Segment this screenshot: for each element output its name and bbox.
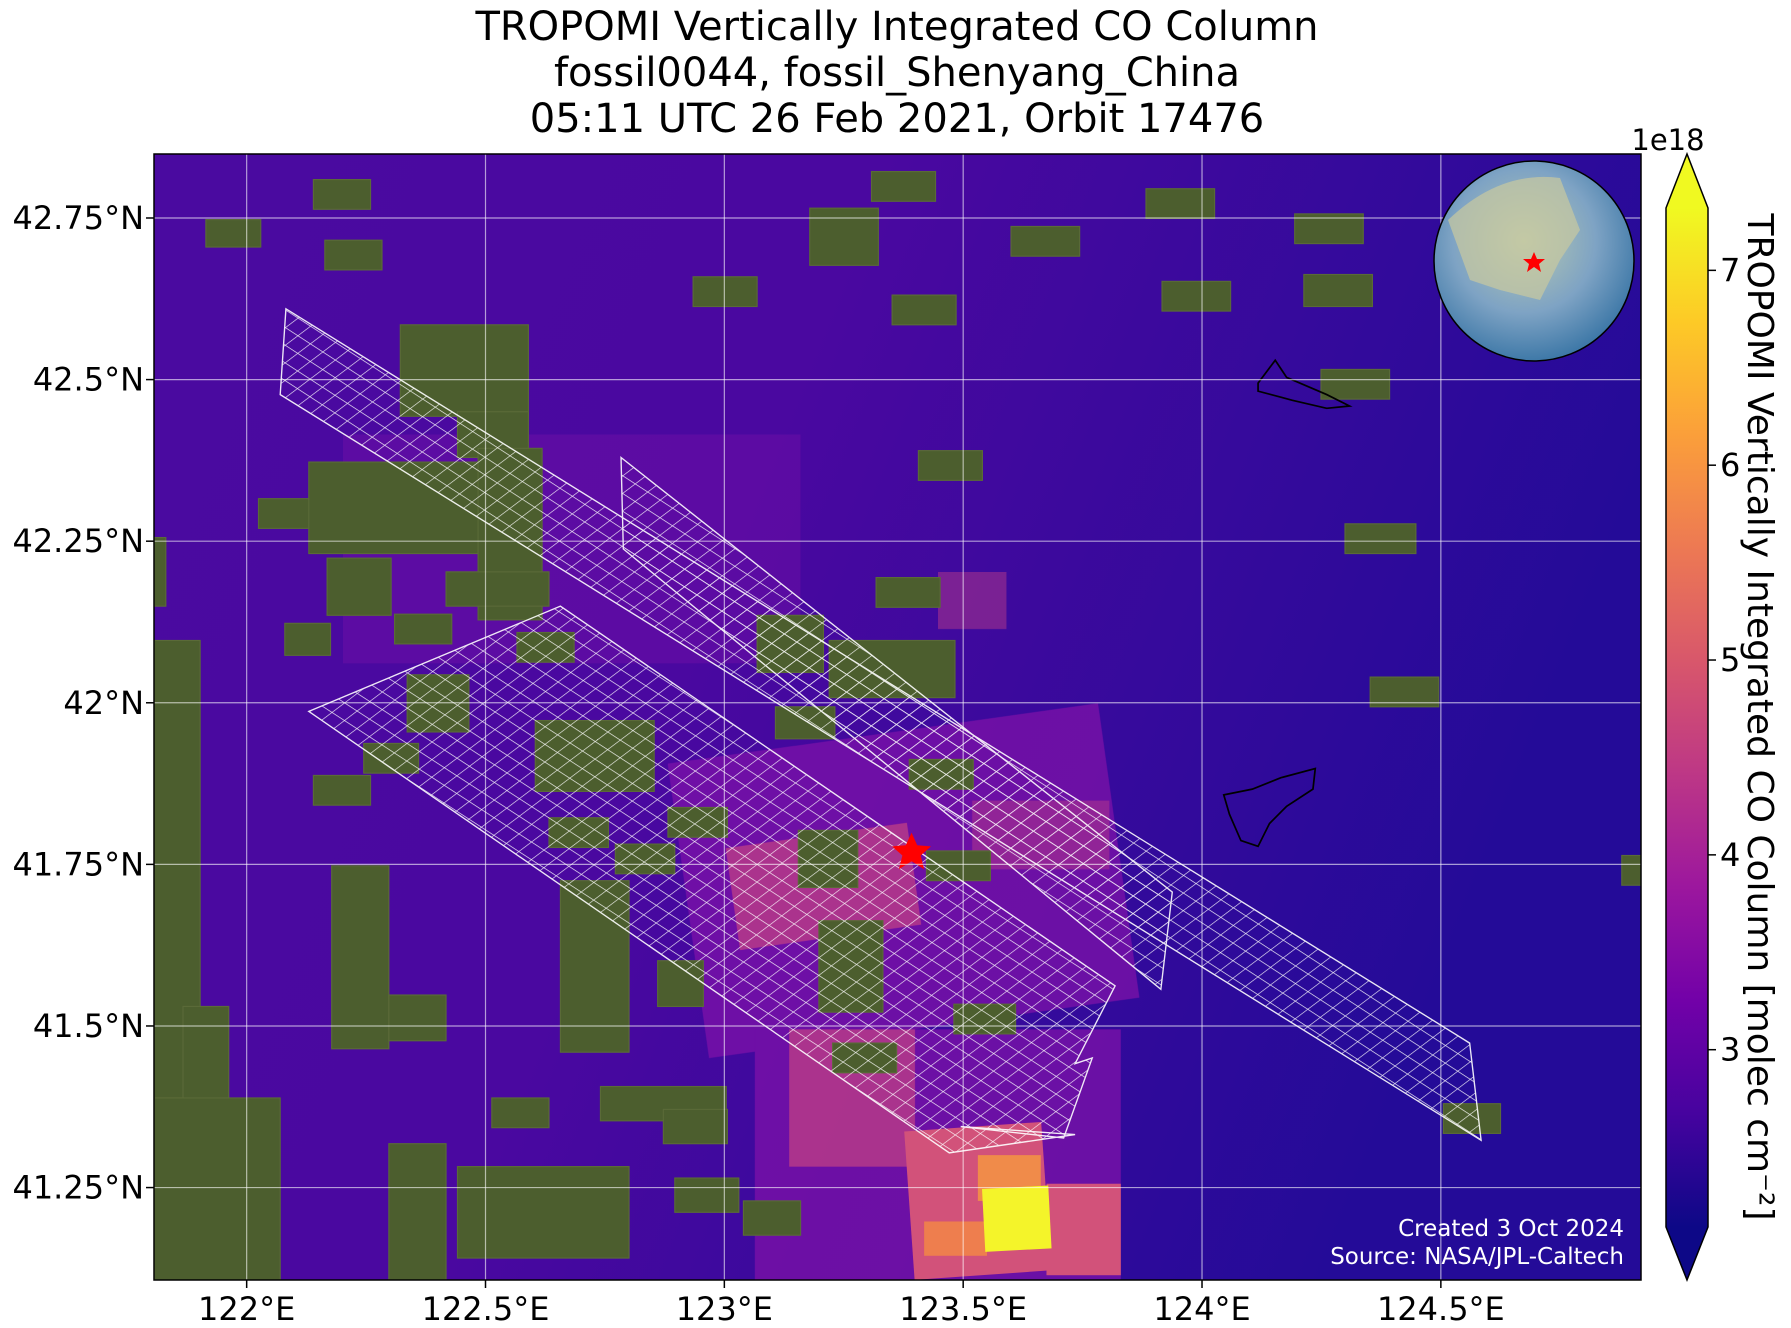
- y-tick-label: 41.25°N: [12, 1169, 144, 1207]
- x-tick-label: 123°E: [676, 1290, 773, 1328]
- colorbar: 1e18 TROPOMI Vertically Integrated CO Co…: [1631, 123, 1780, 1283]
- axes: 122°E 122.5°E 123°E 123.5°E 124°E 124.5°E 41.2…: [12, 199, 1504, 1328]
- colorbar-tick-label: 4: [1720, 836, 1740, 874]
- y-tick-label: 42.75°N: [12, 199, 144, 237]
- x-tick-label: 122.5°E: [422, 1290, 550, 1328]
- colorbar-tick-label: 7: [1720, 251, 1740, 289]
- colorbar-label: TROPOMI Vertically Integrated CO Column …: [1739, 212, 1780, 1220]
- x-tick-label: 122°E: [198, 1290, 295, 1328]
- x-tick-label: 124.5°E: [1377, 1290, 1505, 1328]
- footer-text: Source: NASA/JPL-Caltech: [1330, 1244, 1624, 1270]
- co-pixels: [154, 170, 1641, 1280]
- y-tick-label: 42.5°N: [33, 361, 144, 399]
- y-tick-label: 42.25°N: [12, 522, 144, 560]
- colorbar-tick-label: 5: [1720, 641, 1740, 679]
- title-line: 05:11 UTC 26 Feb 2021, Orbit 17476: [530, 96, 1264, 142]
- colorbar-tick-label: 6: [1720, 446, 1740, 484]
- colorbar-ramp: [1666, 208, 1708, 1227]
- colorbar-frame: [1665, 151, 1709, 1283]
- map: Created 3 Oct 2024 Source: NASA/JPL-Calt…: [154, 154, 1641, 1280]
- colorbar-offset: 1e18: [1631, 123, 1704, 157]
- footer-text: Created 3 Oct 2024: [1398, 1216, 1624, 1242]
- colorbar-tick-label: 3: [1720, 1031, 1740, 1069]
- y-tick-label: 41.5°N: [33, 1007, 144, 1045]
- title-line: TROPOMI Vertically Integrated CO Column: [474, 4, 1318, 50]
- y-tick-label: 41.75°N: [12, 845, 144, 883]
- grid: [154, 154, 1641, 1280]
- colorbar-extend-low: [1666, 1227, 1708, 1280]
- title-line: fossil0044, fossil_Shenyang_China: [554, 50, 1240, 96]
- inset-globe: [1433, 160, 1635, 362]
- title: TROPOMI Vertically Integrated CO Column …: [474, 4, 1318, 142]
- colorbar-extend-high: [1666, 154, 1708, 208]
- y-tick-label: 42°N: [63, 684, 144, 722]
- map-frame: [153, 153, 1642, 1281]
- x-tick-label: 123.5°E: [899, 1290, 1027, 1328]
- x-tick-label: 124°E: [1153, 1290, 1250, 1328]
